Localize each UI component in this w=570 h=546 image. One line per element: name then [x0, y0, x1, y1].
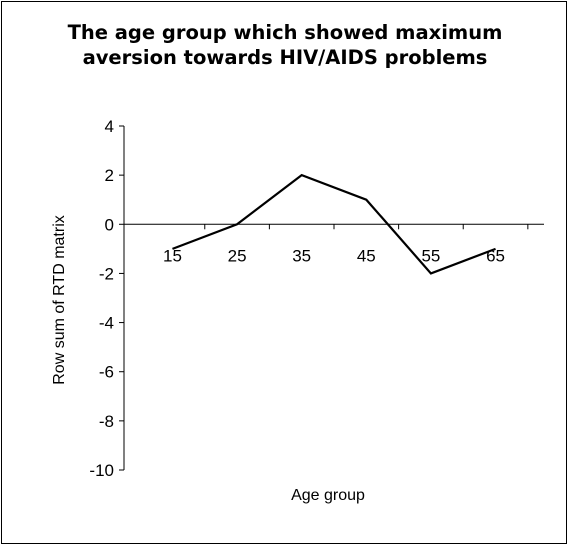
y-tick-label: -4 — [99, 314, 114, 333]
chart-title-line-2: aversion towards HIV/AIDS problems — [82, 46, 488, 69]
x-tick-label: 35 — [292, 246, 311, 265]
y-tick-label: -6 — [99, 363, 114, 382]
series — [172, 173, 496, 275]
x-tick-label: 15 — [163, 246, 182, 265]
x-tick-label: 25 — [228, 246, 247, 265]
y-tick-label: 2 — [105, 166, 114, 185]
y-axis-label: Row sum of RTD matrix — [51, 215, 68, 385]
x-axis-label: Age group — [291, 487, 365, 504]
y-tick-label: 0 — [105, 215, 114, 234]
y-tick-label: -2 — [99, 264, 114, 283]
chart-title-line-1: The age group which showed maximum — [67, 21, 503, 44]
axes — [119, 125, 544, 471]
x-tick-label: 45 — [357, 246, 376, 265]
chart-title: The age group which showed maximum avers… — [2, 20, 568, 70]
y-tick-label: -8 — [99, 412, 114, 431]
series-line — [172, 173, 496, 275]
x-tick-label: 55 — [421, 246, 440, 265]
y-tick-label: 4 — [105, 117, 114, 136]
y-tick-label: -10 — [89, 461, 114, 480]
